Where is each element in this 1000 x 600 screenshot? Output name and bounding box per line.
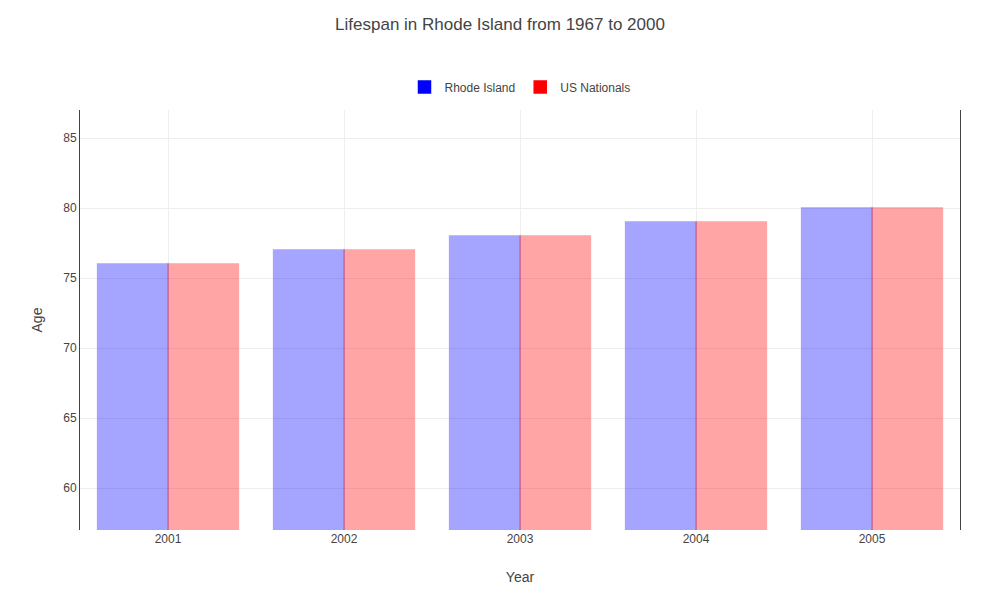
- svg-text:85: 85: [63, 131, 77, 145]
- svg-text:Rhode Island: Rhode Island: [445, 81, 516, 95]
- svg-text:Year: Year: [506, 569, 535, 585]
- svg-text:Age: Age: [29, 307, 45, 332]
- svg-text:65: 65: [63, 411, 77, 425]
- svg-text:70: 70: [63, 341, 77, 355]
- svg-text:75: 75: [63, 271, 77, 285]
- svg-text:80: 80: [63, 201, 77, 215]
- svg-text:2004: 2004: [683, 532, 710, 546]
- svg-text:2002: 2002: [331, 532, 358, 546]
- svg-text:2005: 2005: [859, 532, 886, 546]
- svg-text:2003: 2003: [507, 532, 534, 546]
- svg-text:2001: 2001: [155, 532, 182, 546]
- svg-text:Lifespan in Rhode Island from: Lifespan in Rhode Island from 1967 to 20…: [335, 15, 665, 34]
- svg-text:60: 60: [63, 481, 77, 495]
- svg-text:US Nationals: US Nationals: [560, 81, 630, 95]
